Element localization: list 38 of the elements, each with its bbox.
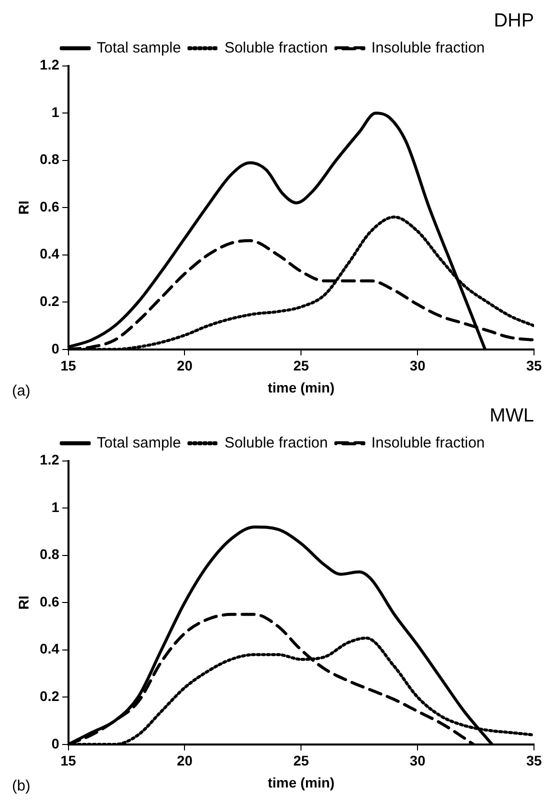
y-tick-label: 0.6 [40,593,60,610]
y-tick-label: 0.4 [40,640,60,657]
y-tick-label: 1 [51,498,60,515]
y-tick-label: 0.6 [40,198,60,214]
legend-label: Insoluble fraction [371,39,485,56]
x-tick-label: 30 [410,752,426,769]
x-axis-title: time (min) [268,379,335,396]
y-tick-label: 0.4 [40,246,60,262]
y-tick-label: 0.2 [40,688,60,704]
legend-label: Total sample [96,434,181,452]
y-axis-title: RI [15,596,32,610]
y-tick-label: 0.8 [40,151,60,168]
legend-label: Total sample [96,39,181,56]
x-tick-label: 15 [60,358,76,374]
y-tick-label: 1 [51,104,60,120]
x-tick-label: 25 [293,752,310,769]
chart-title: DHP [494,10,534,32]
x-tick-label: 15 [60,752,76,769]
y-tick-label: 0.8 [40,546,60,562]
x-tick-label: 35 [526,358,542,374]
x-tick-label: 25 [293,358,310,374]
legend-label: Soluble fraction [224,39,328,56]
y-tick-label: 0 [51,735,60,752]
y-tick-label: 1.2 [40,452,60,468]
x-tick-label: 30 [410,358,426,374]
y-tick-label: 1.2 [40,56,60,73]
legend-label: Soluble fraction [224,434,328,452]
x-tick-label: 35 [526,752,542,769]
x-axis-title: time (min) [268,774,335,790]
y-axis-title: RI [15,200,32,215]
chart-title: MWL [490,406,534,427]
text: (b) [12,778,30,795]
x-tick-label: 20 [176,752,193,769]
y-tick-label: 0 [51,340,60,356]
x-tick-label: 20 [176,358,193,374]
legend-label: Insoluble fraction [371,434,485,452]
text: (a) [12,382,30,400]
y-tick-label: 0.2 [40,292,60,309]
